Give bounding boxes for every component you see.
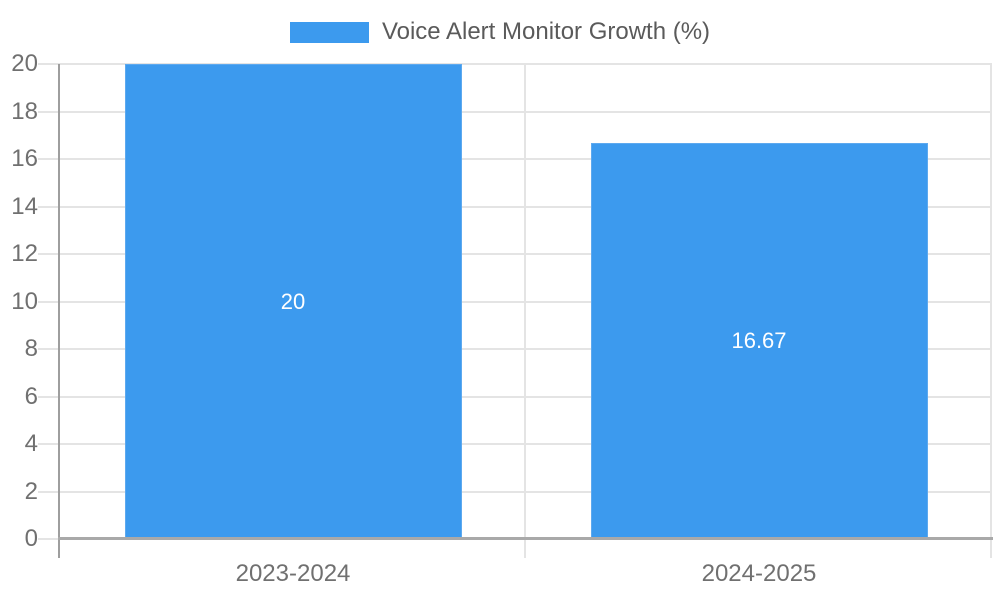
y-gridline — [38, 111, 992, 113]
y-gridline — [38, 253, 992, 255]
y-tick-label: 10 — [11, 288, 38, 315]
bar — [591, 143, 928, 539]
y-tick-label: 0 — [24, 525, 38, 552]
y-tick-label: 16 — [11, 145, 38, 172]
y-tick-label: 12 — [11, 240, 38, 267]
chart-legend: Voice Alert Monitor Growth (%) — [0, 20, 1000, 44]
y-gridline — [38, 206, 992, 208]
y-gridline — [38, 396, 992, 398]
y-tick-label: 4 — [24, 430, 38, 457]
x-tick-label: 2023-2024 — [235, 560, 351, 587]
y-tick-label: 8 — [24, 335, 38, 362]
y-gridline — [38, 348, 992, 350]
y-gridline — [38, 491, 992, 493]
y-tick-label: 2 — [24, 478, 38, 505]
bar-value-label: 16.67 — [731, 328, 787, 353]
y-axis-line — [58, 64, 60, 558]
x-axis-line — [58, 537, 993, 540]
y-gridline — [38, 301, 992, 303]
legend-swatch — [289, 21, 369, 43]
y-tick-label: 6 — [24, 383, 38, 410]
legend-label: Voice Alert Monitor Growth (%) — [381, 18, 711, 45]
y-tick-label: 14 — [11, 193, 38, 220]
x-gridline — [524, 64, 526, 558]
bar-value-label: 20 — [280, 289, 306, 314]
y-tick-label: 20 — [11, 50, 38, 77]
y-gridline — [38, 63, 992, 65]
x-gridline — [990, 64, 992, 558]
x-tick-label: 2024-2025 — [701, 560, 817, 587]
y-gridline — [38, 443, 992, 445]
y-tick-label: 18 — [11, 98, 38, 125]
y-gridline — [38, 158, 992, 160]
y-tick-0 — [38, 538, 60, 540]
bar — [125, 64, 462, 539]
